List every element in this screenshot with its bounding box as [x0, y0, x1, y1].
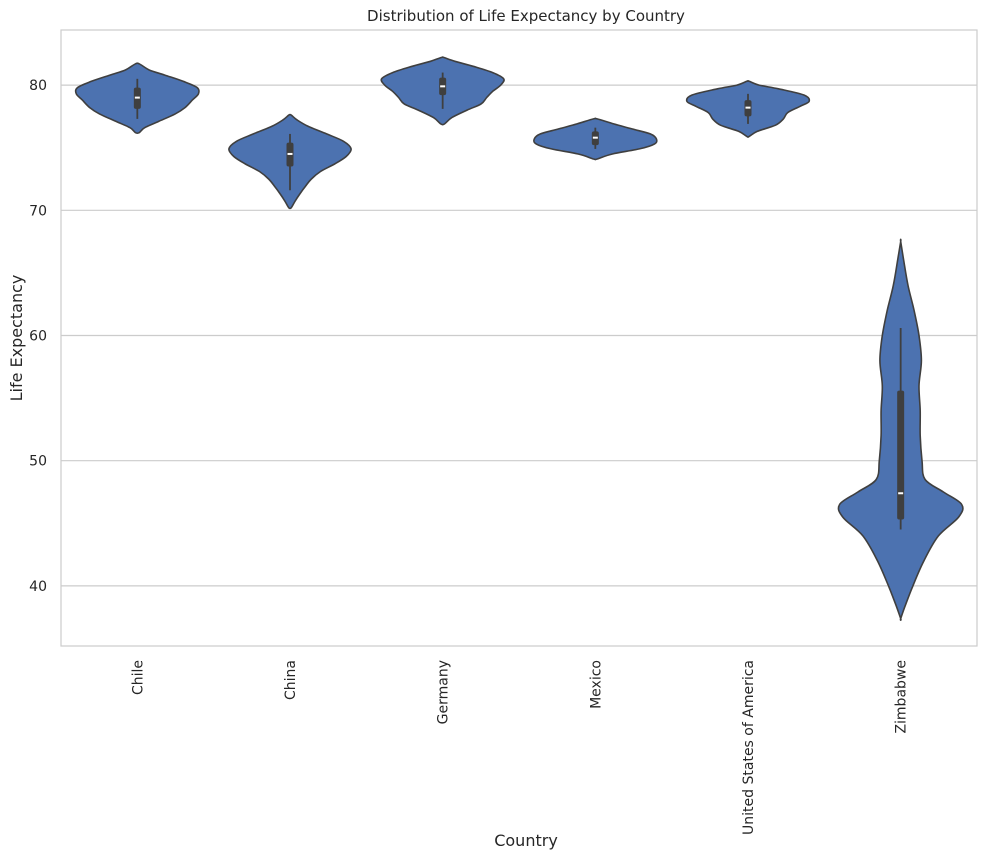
violin-chile	[74, 62, 200, 135]
median-marker	[592, 136, 598, 139]
x-axis-title: Country	[494, 831, 558, 850]
y-tick-label: 80	[29, 78, 47, 94]
y-axis-title: Life Expectancy	[7, 275, 26, 402]
median-marker	[898, 492, 904, 495]
y-tick-label: 40	[29, 579, 47, 595]
x-tick-label: United States of America	[741, 660, 757, 835]
violin-china	[228, 113, 352, 210]
y-tick-label: 70	[29, 203, 47, 219]
x-tick-label: China	[283, 660, 299, 700]
median-marker	[440, 85, 446, 88]
y-tick-label: 50	[29, 454, 47, 470]
median-marker	[287, 152, 293, 155]
x-tick-labels: Chile China Germany Mexico United States of …	[130, 660, 909, 835]
violins	[74, 56, 964, 622]
x-tick-label: Zimbabwe	[894, 660, 910, 734]
y-tick-labels: 40 50 60 70 80	[29, 78, 47, 595]
chart-title: Distribution of Life Expectancy by Count…	[367, 7, 685, 25]
x-tick-label: Chile	[130, 660, 146, 695]
y-tick-label: 60	[29, 328, 47, 344]
median-marker	[745, 106, 751, 109]
iqr-box	[897, 390, 905, 520]
x-tick-label: Mexico	[588, 660, 604, 709]
violin-zimbabwe	[837, 238, 964, 622]
x-tick-label: Germany	[436, 660, 452, 724]
violin-mexico	[533, 117, 658, 161]
plot-frame	[60, 29, 978, 647]
violin-germany	[380, 56, 505, 126]
gridlines	[61, 84, 977, 587]
violin-united-states-of-america	[685, 80, 811, 138]
median-marker	[134, 96, 140, 99]
